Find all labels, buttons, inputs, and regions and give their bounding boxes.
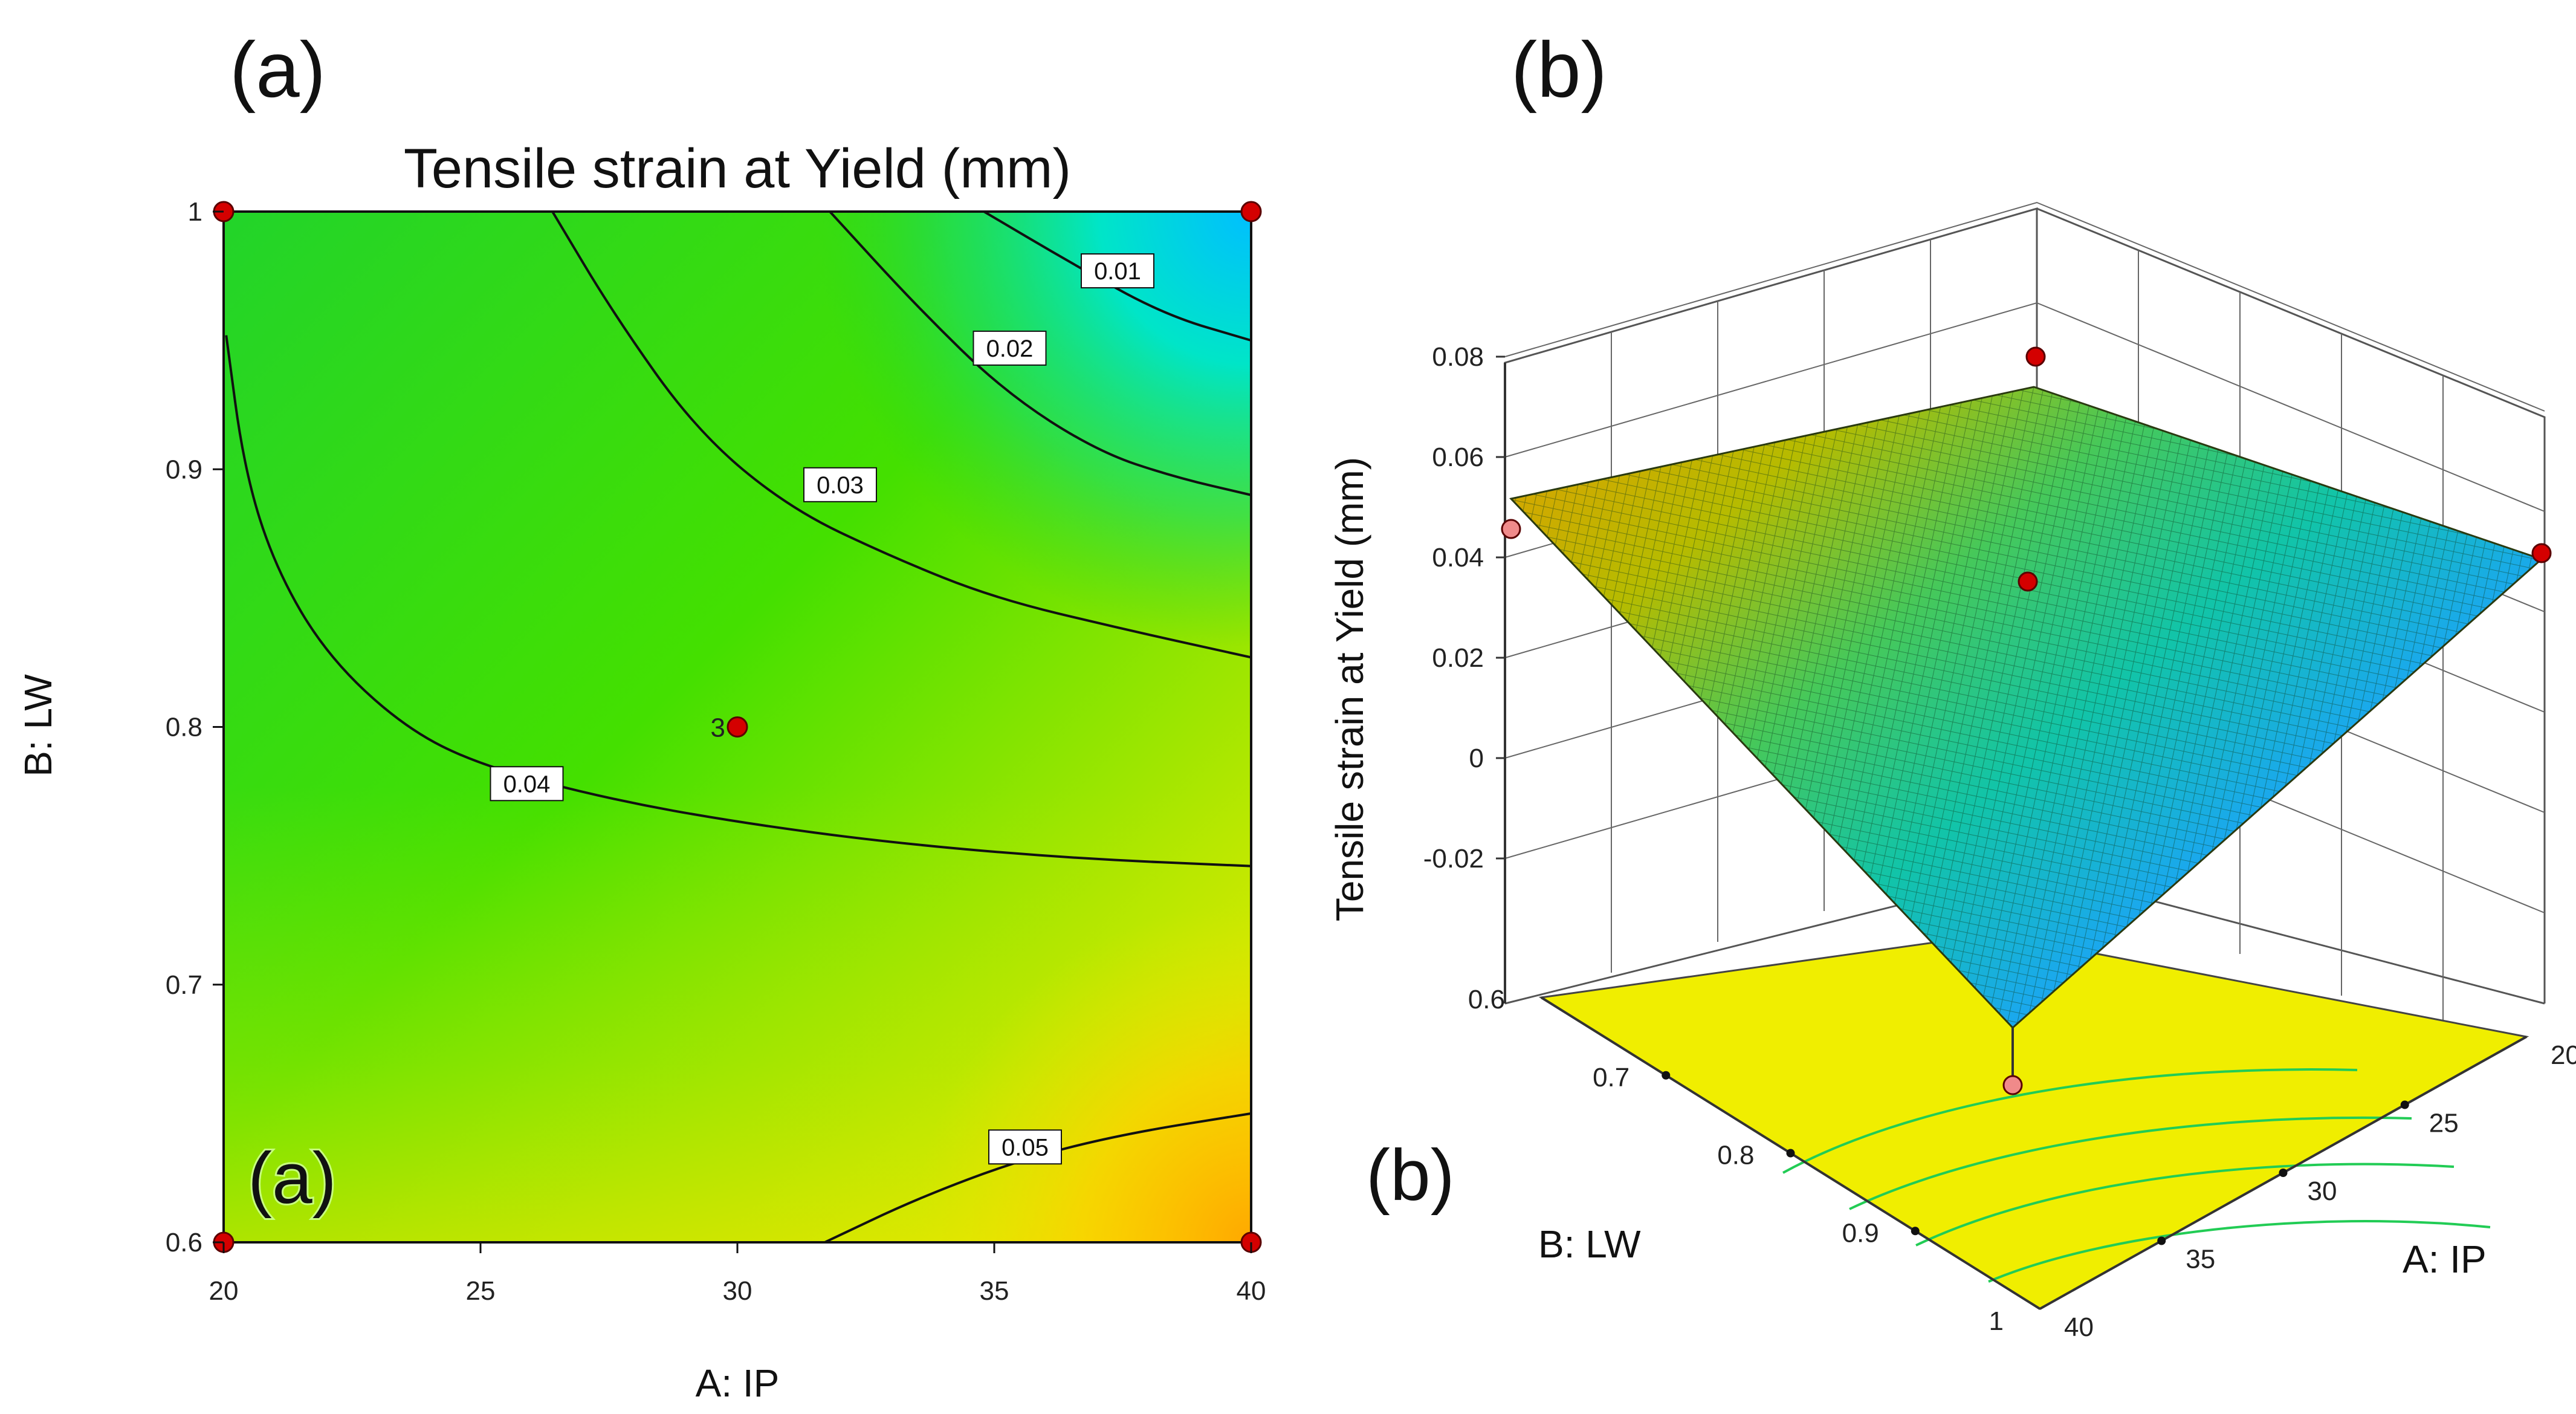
- y-tick-label: 1: [188, 197, 202, 227]
- x-tick-label: 25: [466, 1276, 496, 1306]
- contour-line-0.04: [225, 335, 1252, 868]
- b-axis-tick-label: 0.8: [1717, 1141, 1754, 1170]
- x-axis-title-b: A: IP: [2403, 1237, 2487, 1281]
- b-axis-tick-label: 0.6: [1468, 985, 1505, 1014]
- a-axis-tick-dot: [2157, 1236, 2166, 1245]
- contour-plot: Tensile strain at Yield (mm) 0.01 0.02 0.0…: [16, 138, 1266, 1405]
- contour-label: 0.01: [1094, 258, 1141, 285]
- z-tick-label: 0.08: [1432, 342, 1484, 372]
- surface-design-point: [2025, 346, 2046, 367]
- a-axis-tick-dot: [2279, 1169, 2288, 1177]
- contour-label-box-0.02: 0.02: [972, 330, 1047, 366]
- design-point: [727, 716, 748, 738]
- y-axis-title-b: B: LW: [1538, 1222, 1641, 1266]
- z-tick-label: 0.04: [1432, 543, 1484, 572]
- contour-label-box-0.04: 0.04: [490, 766, 564, 802]
- contour-label: 0.03: [817, 472, 864, 499]
- contour-title: Tensile strain at Yield (mm): [404, 138, 1071, 199]
- b-axis-tick-label: 0.7: [1593, 1063, 1629, 1092]
- y-tick-label: 0.7: [166, 970, 202, 1000]
- x-tick-label: 40: [1237, 1276, 1266, 1306]
- panel-label-b: (b): [1511, 25, 1607, 114]
- contour-label-box-0.05: 0.05: [988, 1129, 1062, 1165]
- contour-line-0.02: [829, 210, 1252, 496]
- contour-label-box-0.03: 0.03: [803, 467, 877, 502]
- a-axis-tick-label: 25: [2429, 1109, 2459, 1138]
- y-tick-label: 0.6: [166, 1228, 202, 1257]
- y-tick-label: 0.8: [166, 713, 202, 742]
- b-axis-tick-dot: [1786, 1149, 1795, 1158]
- z-axis-title-b: Tensile strain at Yield (mm): [1328, 457, 1371, 921]
- contour-label: 0.05: [1002, 1134, 1049, 1161]
- surface-design-point: [2002, 1075, 2023, 1095]
- contour-label: 0.02: [986, 336, 1034, 362]
- z-tick-label: 0.06: [1432, 443, 1484, 472]
- a-axis-tick-label: 40: [2064, 1312, 2094, 1342]
- contour-label: 0.04: [503, 771, 551, 797]
- contour-label-box-0.01: 0.01: [1081, 253, 1154, 289]
- response-surface: [1509, 386, 2543, 1030]
- surface-design-point: [2018, 571, 2038, 592]
- y-tick-label: 0.9: [166, 455, 202, 484]
- z-tick-label: -0.02: [1423, 844, 1484, 874]
- x-tick-label: 35: [980, 1276, 1009, 1306]
- z-tick-label: 0.02: [1432, 643, 1484, 673]
- contour-line-0.03: [551, 210, 1252, 659]
- surface-design-point: [1501, 519, 1521, 539]
- z-tick-label: 0: [1469, 744, 1484, 773]
- center-point-count: 3: [711, 713, 725, 743]
- inner-label-a: (a): [248, 1138, 337, 1219]
- a-axis-tick-label: 30: [2308, 1176, 2337, 1206]
- a-axis-tick-label: 20: [2551, 1040, 2576, 1070]
- b-axis-tick-dot: [1662, 1071, 1671, 1080]
- a-axis-tick-label: 35: [2186, 1245, 2215, 1274]
- y-axis-title-a: B: LW: [16, 674, 60, 777]
- contour-line-0.05: [824, 1112, 1252, 1244]
- back-grid-line: [1504, 201, 2545, 412]
- panel-label-a: (a): [230, 25, 326, 114]
- surface-design-point: [2531, 543, 2552, 563]
- surface-plot: -0.02 0 0.02 0.04 0.06 0.08 0.6 0.7 0.8 0.9 1 40 3…: [1328, 201, 2576, 1342]
- b-axis-tick-label: 1: [1989, 1306, 2004, 1336]
- back-grid-line: [1504, 302, 2545, 512]
- x-axis-title-a: A: IP: [696, 1361, 780, 1405]
- inner-label-b: (b): [1366, 1135, 1455, 1216]
- x-tick-label: 30: [723, 1276, 752, 1306]
- b-axis-tick-dot: [1911, 1227, 1920, 1236]
- surface-floor-contours: [1782, 1068, 2491, 1283]
- x-tick-label: 20: [209, 1276, 239, 1306]
- design-point: [1240, 201, 1262, 222]
- b-axis-tick-label: 0.9: [1842, 1218, 1879, 1248]
- a-axis-tick-dot: [2400, 1100, 2409, 1109]
